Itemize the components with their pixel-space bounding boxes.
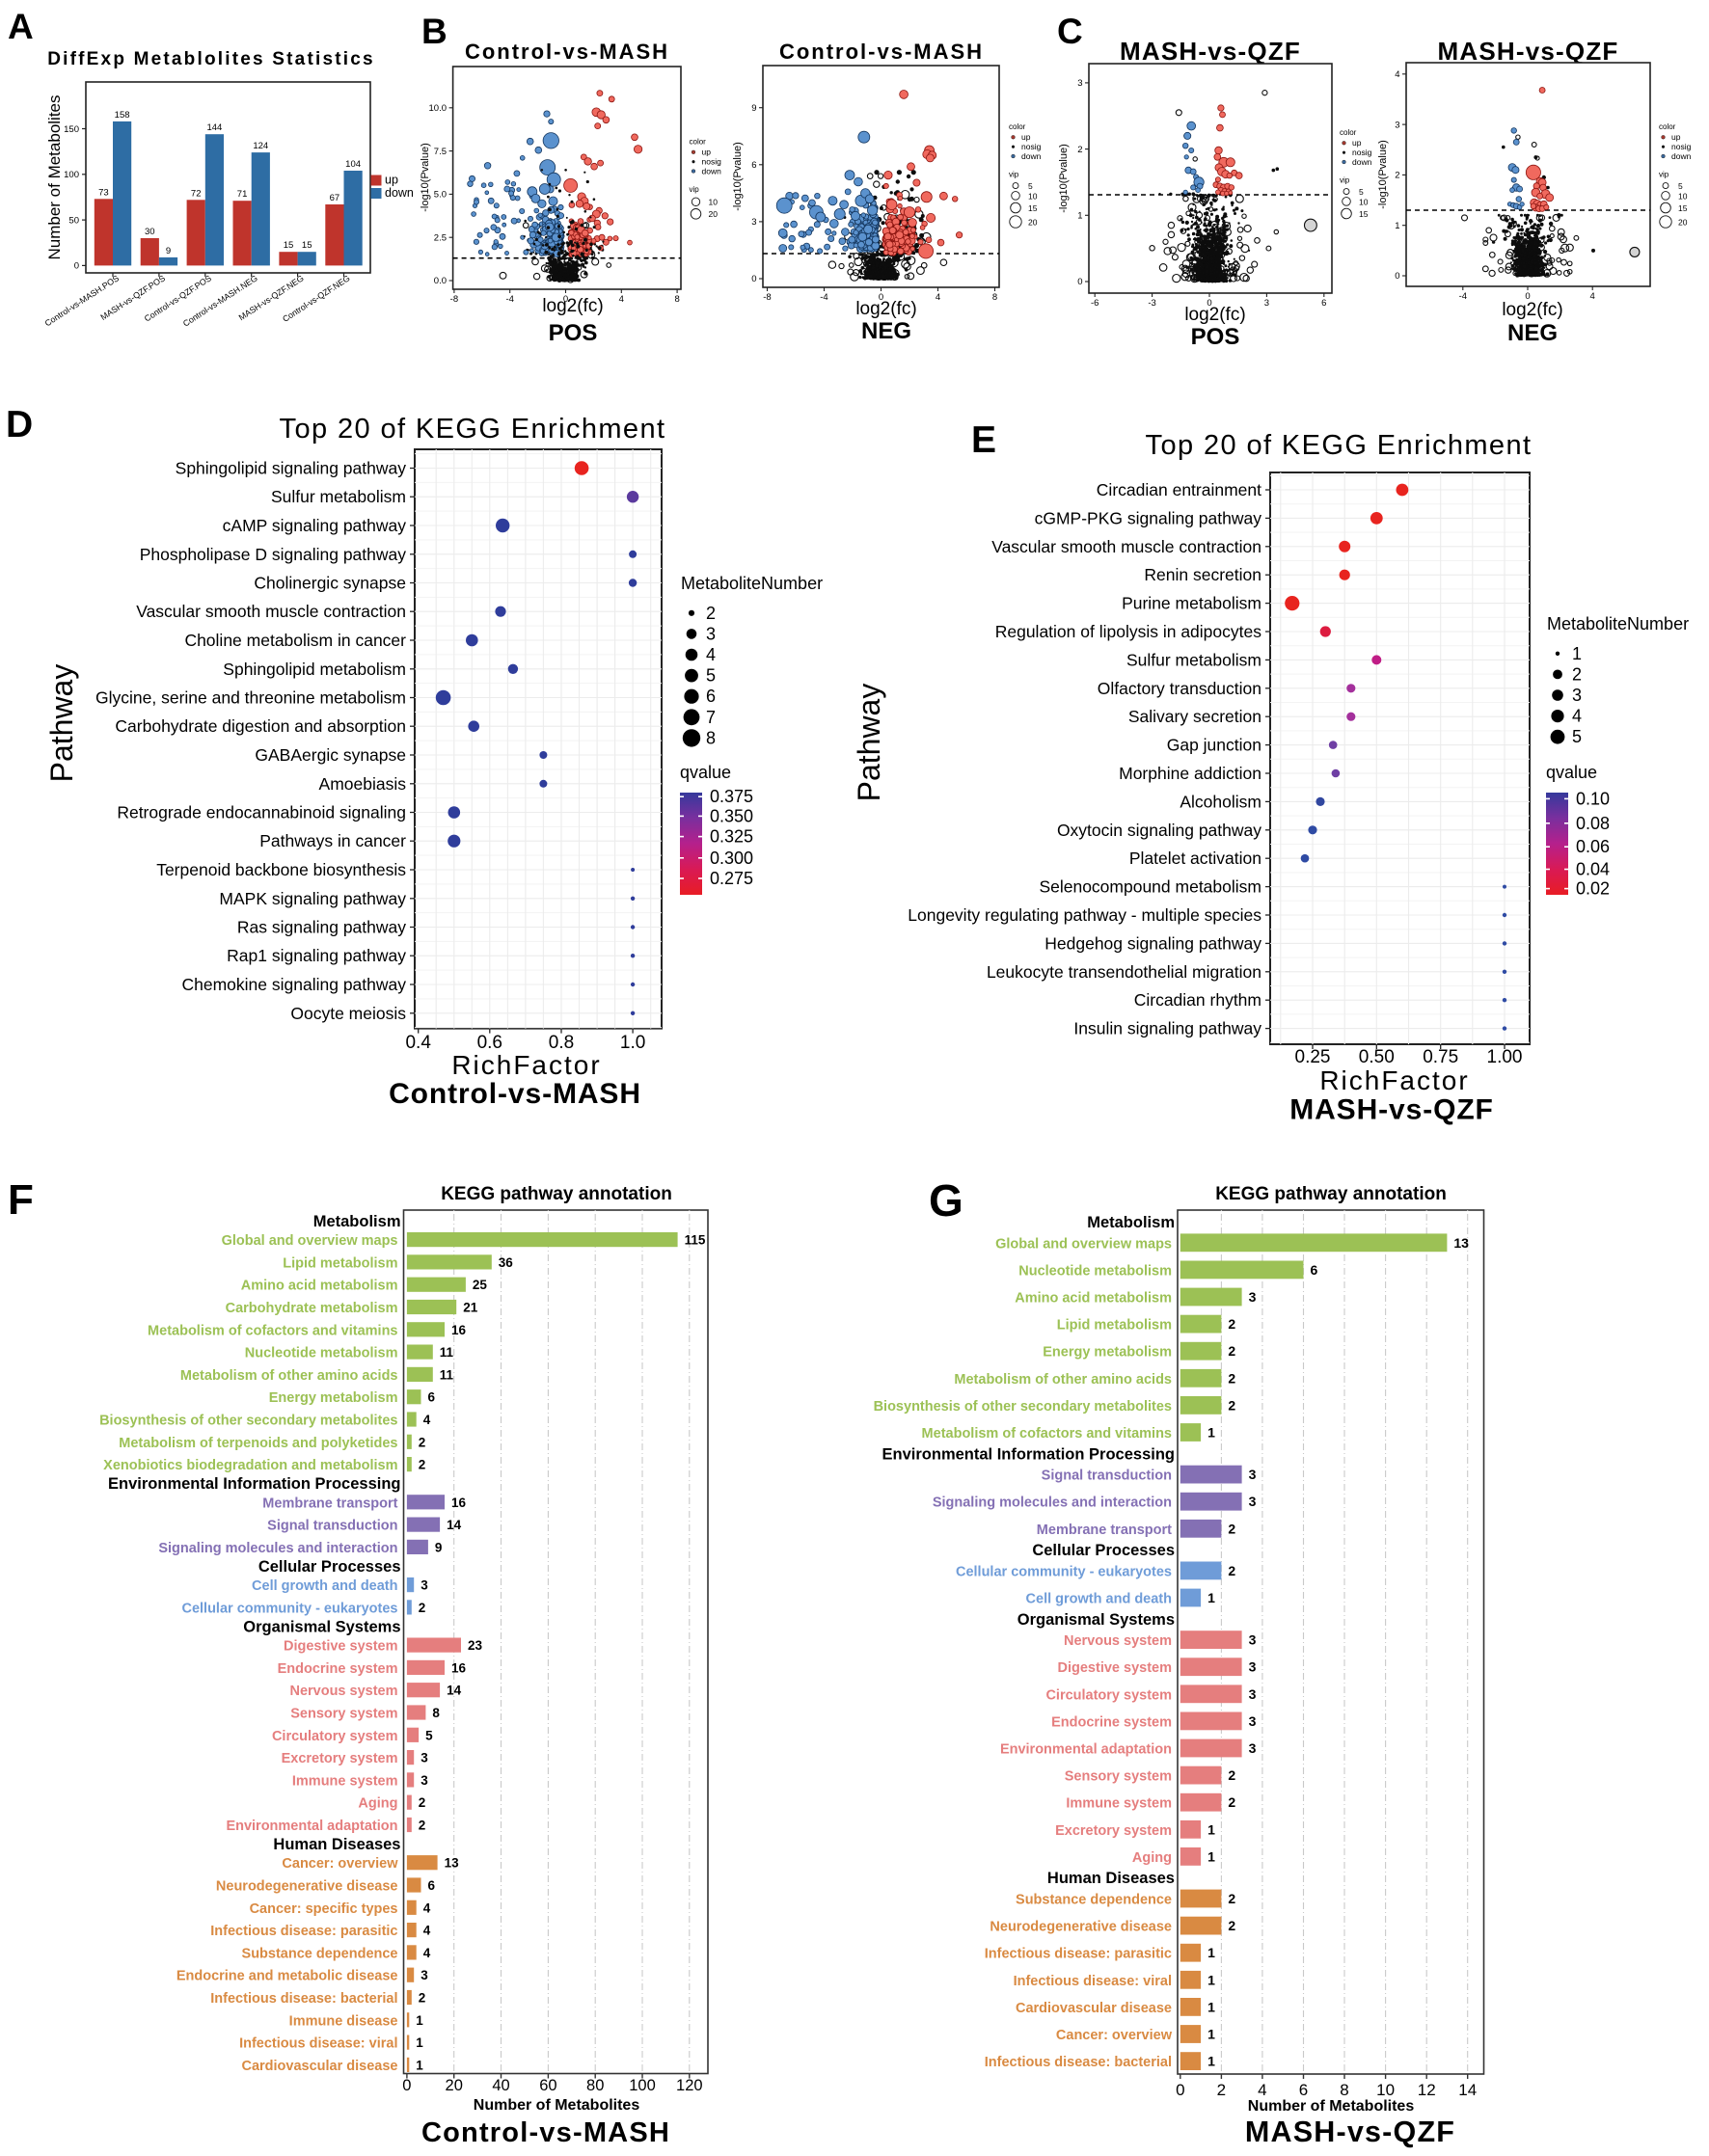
svg-text:-8: -8 [450,294,458,305]
svg-text:3: 3 [751,217,756,228]
svg-text:7.5: 7.5 [434,147,447,157]
svg-text:10: 10 [1359,197,1369,206]
svg-text:72: 72 [191,188,202,199]
svg-text:104: 104 [345,159,361,170]
svg-text:20: 20 [709,209,719,219]
svg-text:9: 9 [166,246,171,256]
svg-text:10.0: 10.0 [429,103,448,114]
svg-text:4: 4 [619,294,624,305]
svg-text:20: 20 [1028,217,1038,227]
svg-text:up: up [702,148,712,157]
svg-text:15: 15 [1028,203,1038,213]
svg-text:2: 2 [1077,145,1082,155]
svg-text:color: color [1340,128,1357,137]
svg-text:nosig: nosig [1352,148,1372,157]
svg-text:down: down [1352,157,1372,167]
svg-text:150: 150 [64,124,79,135]
svg-text:0.0: 0.0 [434,276,447,286]
svg-text:3: 3 [1077,78,1082,89]
svg-text:NEG: NEG [861,318,911,344]
svg-text:log2(fc): log2(fc) [542,296,603,316]
svg-text:8: 8 [992,292,997,303]
svg-text:-4: -4 [505,294,513,305]
svg-text:1: 1 [1077,211,1082,222]
svg-text:down: down [702,166,722,175]
svg-text:3: 3 [1264,298,1269,309]
svg-text:-3: -3 [1148,298,1155,309]
svg-text:-4: -4 [820,292,827,303]
svg-text:10: 10 [709,198,719,207]
svg-text:6: 6 [751,160,756,171]
svg-text:vip: vip [1009,170,1019,178]
svg-text:-8: -8 [763,292,771,303]
svg-text:Number of Metabolites: Number of Metabolites [45,94,64,259]
svg-text:8: 8 [674,294,679,305]
svg-text:nosig: nosig [1021,142,1042,151]
svg-text:-log10(Pvalue): -log10(Pvalue) [732,142,744,211]
svg-text:vip: vip [1340,175,1350,184]
svg-text:15: 15 [284,240,294,251]
svg-text:0: 0 [1077,277,1082,287]
svg-text:color: color [690,138,707,147]
svg-text:100: 100 [64,170,79,180]
svg-text:50: 50 [68,215,79,226]
svg-text:5: 5 [1028,181,1033,191]
svg-text:down: down [385,186,414,200]
svg-text:up: up [1021,132,1031,142]
svg-text:15: 15 [1359,209,1369,219]
svg-text:0: 0 [751,274,756,284]
svg-text:5: 5 [1359,187,1364,197]
svg-text:Control-vs-MASH: Control-vs-MASH [779,40,984,64]
svg-text:DiffExp Metablolites Statistic: DiffExp Metablolites Statistics [47,49,375,69]
svg-text:A: A [8,7,34,46]
svg-text:124: 124 [253,141,268,151]
svg-text:67: 67 [330,193,340,203]
svg-text:log2(fc): log2(fc) [855,299,916,319]
svg-text:2.5: 2.5 [434,232,447,243]
svg-text:15: 15 [302,240,312,251]
svg-text:6: 6 [1321,298,1326,309]
svg-text:0: 0 [74,261,79,272]
svg-text:up: up [1352,138,1362,148]
svg-text:log2(fc): log2(fc) [1184,305,1245,325]
svg-text:-log10(Pvalue): -log10(Pvalue) [420,143,431,212]
svg-text:vip: vip [690,185,700,194]
svg-text:9: 9 [751,103,756,114]
svg-text:73: 73 [98,187,109,198]
svg-text:MASH-vs-QZF: MASH-vs-QZF [1120,37,1301,66]
svg-text:Control-vs-MASH: Control-vs-MASH [465,40,669,64]
svg-text:color: color [1009,122,1026,131]
svg-text:POS: POS [549,320,598,346]
svg-text:B: B [421,12,448,51]
svg-text:71: 71 [237,189,248,200]
svg-text:-log10(Pvalue): -log10(Pvalue) [1058,144,1070,213]
svg-text:MASH-vs-QZF: MASH-vs-QZF [1438,37,1619,66]
svg-text:down: down [1021,151,1042,161]
svg-text:144: 144 [206,122,222,133]
svg-text:nosig: nosig [702,157,722,167]
svg-text:up: up [385,174,398,187]
svg-text:4: 4 [936,292,940,303]
svg-text:10: 10 [1028,191,1038,201]
svg-text:-6: -6 [1091,298,1099,309]
svg-text:158: 158 [115,110,130,121]
svg-text:POS: POS [1191,324,1240,350]
svg-text:30: 30 [145,227,155,237]
svg-text:5.0: 5.0 [434,190,447,201]
svg-text:C: C [1057,12,1083,51]
